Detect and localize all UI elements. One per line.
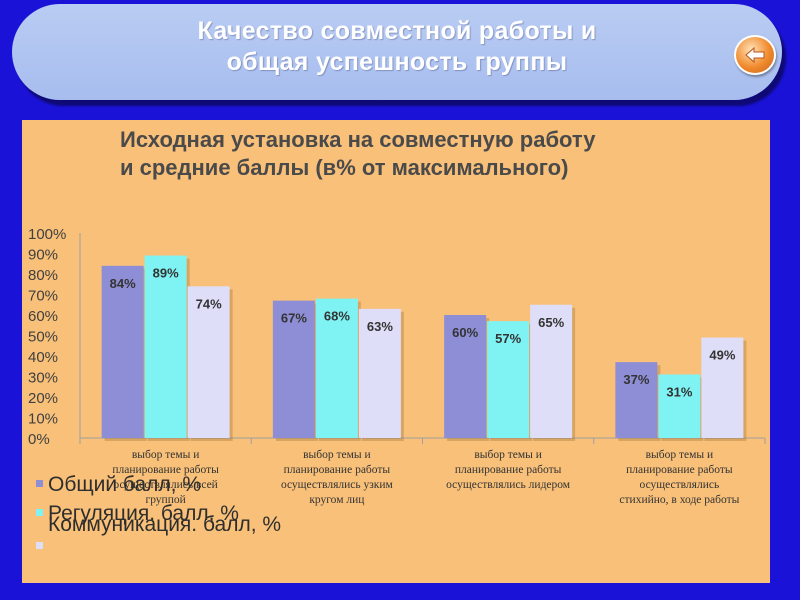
- bar: [358, 308, 401, 438]
- data-label: 49%: [709, 348, 735, 363]
- category-label: группой: [145, 494, 185, 506]
- bar: [444, 315, 487, 438]
- legend-marker: [36, 542, 43, 549]
- data-label: 84%: [110, 276, 136, 291]
- category-label: планирование работы: [626, 464, 733, 476]
- legend-label: Общий балл, %: [48, 473, 201, 496]
- title-banner: Качество совместной работы и общая успеш…: [12, 4, 782, 100]
- data-label: 63%: [367, 319, 393, 334]
- y-tick-label: 50%: [28, 329, 58, 346]
- category-label: выбор темы и: [132, 449, 200, 461]
- y-tick-label: 30%: [28, 370, 58, 387]
- data-label: 57%: [495, 331, 521, 346]
- y-tick-label: 100%: [28, 226, 66, 243]
- bar: [530, 304, 573, 438]
- bar: [187, 286, 230, 438]
- legend-marker: [36, 509, 43, 516]
- bar: [487, 321, 530, 438]
- y-tick-label: 80%: [28, 267, 58, 284]
- chart-title-line: и средние баллы (в% от максимального): [120, 155, 568, 180]
- data-label: 60%: [452, 325, 478, 340]
- chart-title-line: Исходная установка на совместную работу: [120, 127, 596, 152]
- bar: [101, 265, 144, 438]
- category-label: планирование работы: [112, 464, 219, 476]
- bar: [144, 255, 187, 438]
- back-button[interactable]: [734, 35, 776, 75]
- y-tick-label: 90%: [28, 247, 58, 264]
- slide-title-line-2: общая успешность группы: [226, 48, 568, 76]
- category-label: выбор темы и: [474, 449, 542, 461]
- y-tick-label: 10%: [28, 411, 58, 428]
- legend-label: Коммуникация. балл, %: [48, 513, 281, 536]
- bar: [315, 298, 358, 438]
- y-tick-label: 40%: [28, 349, 58, 366]
- category-label: стихийно, в ходе работы: [619, 494, 739, 506]
- category-label: выбор темы и: [303, 449, 371, 461]
- category-label: осуществлялись узким: [281, 479, 394, 491]
- slide-title: Качество совместной работы и общая успеш…: [72, 16, 722, 78]
- y-tick-label: 20%: [28, 390, 58, 407]
- data-label: 68%: [324, 309, 350, 324]
- legend-marker: [36, 480, 43, 487]
- y-tick-label: 0%: [28, 431, 50, 448]
- data-label: 65%: [538, 315, 564, 330]
- category-label: осуществлялись: [640, 479, 720, 491]
- chart-panel: Исходная установка на совместную работу и…: [22, 120, 770, 583]
- bar: [615, 362, 658, 438]
- arrow-left-icon: [745, 46, 765, 64]
- category-label: выбор темы и: [646, 449, 714, 461]
- bar: [701, 337, 744, 438]
- legend-label: Регуляция. балл, %: [48, 502, 239, 525]
- data-label: 31%: [666, 384, 692, 399]
- bar: [658, 374, 701, 438]
- category-label: осуществлялись всей: [113, 479, 217, 491]
- data-label: 37%: [623, 372, 649, 387]
- data-label: 89%: [153, 266, 179, 281]
- bar-chart: Исходная установка на совместную работу и…: [28, 127, 766, 549]
- bar: [272, 300, 315, 438]
- category-label: осуществлялись лидером: [446, 479, 571, 491]
- y-tick-label: 70%: [28, 288, 58, 305]
- data-label: 74%: [196, 296, 222, 311]
- data-label: 67%: [281, 311, 307, 326]
- category-label: планирование работы: [284, 464, 391, 476]
- category-label: кругом лиц: [309, 494, 364, 506]
- category-label: планирование работы: [455, 464, 562, 476]
- slide-title-line-1: Качество совместной работы и: [197, 17, 597, 45]
- y-tick-label: 60%: [28, 308, 58, 325]
